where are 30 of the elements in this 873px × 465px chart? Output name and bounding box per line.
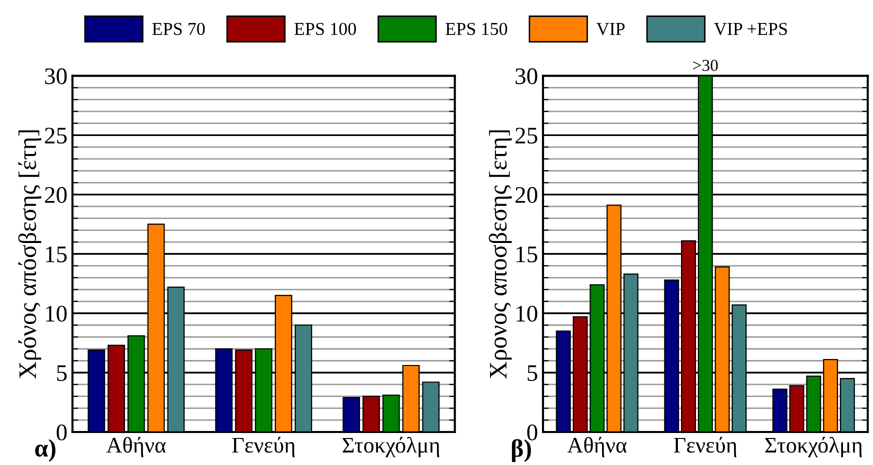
y-tick-label: 0 [56, 424, 67, 440]
legend-label: EPS 70 [152, 22, 205, 36]
x-tick-label: Γενεύη [232, 436, 295, 458]
legend-label: EPS 100 [294, 22, 356, 36]
y-tick-label: 30 [45, 68, 67, 84]
y-axis-title: Χρονος αποσβεσης [ετη] [488, 130, 512, 379]
legend-label: VIP +EPS [714, 22, 787, 36]
y-tick-label: 25 [516, 128, 538, 144]
y-tick-label: 10 [516, 306, 538, 322]
text: β) [512, 439, 531, 462]
y-tick-label: 30 [516, 68, 538, 84]
y-tick-label: 15 [516, 246, 538, 262]
y-tick-label: 20 [45, 187, 67, 203]
y-tick-label: 25 [45, 128, 67, 144]
text: α) [35, 439, 56, 462]
legend-label: EPS 150 [446, 22, 508, 36]
y-tick-label: 0 [527, 424, 538, 440]
x-tick-label: Στοκχόλμη [342, 436, 440, 458]
legend-label: VIP [596, 23, 625, 36]
y-tick-label: 5 [57, 365, 67, 382]
x-tick-label: Αθήνα [567, 436, 627, 458]
y-tick-label: 20 [516, 187, 538, 203]
y-tick-label: 10 [46, 306, 67, 322]
y-axis-title: Χρόνος απόσβεσης [έτη] [18, 130, 42, 379]
y-tick-label: 5 [528, 365, 538, 382]
x-tick-label: Αθήνα [106, 436, 166, 458]
y-tick-label: 15 [46, 246, 67, 262]
x-tick-label: Στοκχόλμη [765, 436, 862, 458]
x-tick-label: Γενεύη [674, 436, 736, 458]
data-label: >30 [693, 60, 718, 72]
